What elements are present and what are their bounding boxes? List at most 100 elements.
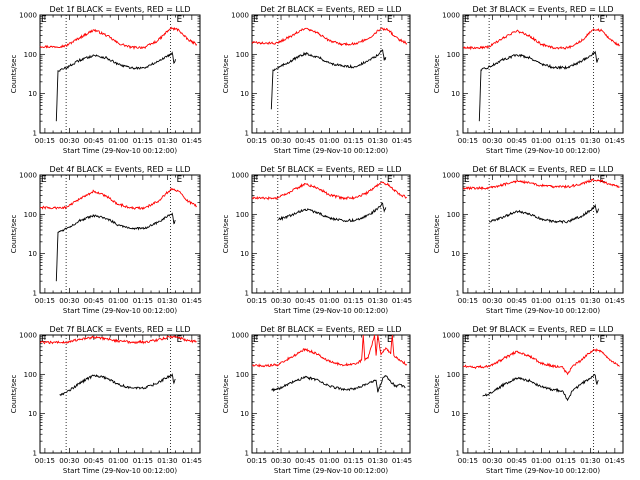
e-marker: E bbox=[600, 15, 606, 25]
y-tick-label: 1 bbox=[33, 290, 37, 298]
x-tick-label: 01:45 bbox=[605, 457, 625, 465]
x-tick-label: 01:00 bbox=[319, 137, 339, 145]
x-tick-label: 00:30 bbox=[482, 297, 502, 305]
x-tick-label: 01:00 bbox=[531, 457, 551, 465]
y-tick-label: 1000 bbox=[231, 332, 249, 340]
e-marker: E bbox=[41, 175, 47, 185]
panel-title: Det 1f BLACK = Events, RED = LLD bbox=[49, 5, 190, 14]
series-line-lld bbox=[40, 335, 197, 345]
panel-title: Det 9f BLACK = Events, RED = LLD bbox=[472, 325, 613, 334]
series-line-lld bbox=[462, 27, 620, 51]
y-tick-label: 100 bbox=[447, 371, 460, 379]
y-tick-label: 1 bbox=[245, 290, 249, 298]
x-tick-label: 00:15 bbox=[35, 137, 55, 145]
x-tick-label: 01:15 bbox=[133, 297, 153, 305]
x-tick-label: 00:45 bbox=[295, 137, 315, 145]
e-marker: E bbox=[387, 15, 393, 25]
series-line-lld bbox=[462, 178, 620, 191]
x-tick-label: 01:00 bbox=[531, 137, 551, 145]
plot-frame bbox=[462, 14, 624, 134]
x-tick-label: 01:00 bbox=[531, 297, 551, 305]
e-marker: E bbox=[464, 175, 470, 185]
x-tick-label: 01:30 bbox=[157, 137, 177, 145]
x-tick-label: 00:45 bbox=[84, 137, 104, 145]
y-tick-label: 1000 bbox=[442, 332, 460, 340]
x-tick-label: 01:30 bbox=[368, 457, 388, 465]
plot-frame bbox=[251, 174, 411, 294]
plot-frame bbox=[39, 174, 201, 294]
detector-panel-7: Det 7f BLACK = Events, RED = LLD 1 10 100 10… bbox=[10, 325, 202, 475]
series-line-events bbox=[59, 373, 176, 397]
y-tick-label: 100 bbox=[447, 211, 460, 219]
plot-frame bbox=[251, 14, 411, 134]
series-line-events bbox=[55, 212, 176, 282]
x-tick-label: 00:15 bbox=[35, 297, 55, 305]
y-tick-label: 10 bbox=[451, 90, 460, 98]
x-axis-label: Start Time (29-Nov-10 00:12:00) bbox=[274, 147, 388, 155]
panel-title: Det 8f BLACK = Events, RED = LLD bbox=[260, 325, 401, 334]
x-tick-label: 00:45 bbox=[507, 137, 527, 145]
y-axis-label: Counts/sec bbox=[10, 215, 18, 254]
detector-panel-6: Det 6f BLACK = Events, RED = LLD 1 10 100 10… bbox=[433, 165, 625, 315]
x-tick-label: 00:15 bbox=[458, 457, 478, 465]
x-tick-label: 00:45 bbox=[84, 297, 104, 305]
x-tick-label: 01:45 bbox=[392, 457, 412, 465]
y-axis-label: Counts/sec bbox=[433, 55, 441, 94]
y-tick-label: 10 bbox=[240, 250, 249, 258]
series-line-lld bbox=[251, 181, 408, 201]
y-tick-label: 1 bbox=[245, 450, 249, 458]
panel-title: Det 4f BLACK = Events, RED = LLD bbox=[49, 165, 190, 174]
y-axis-label: Counts/sec bbox=[10, 55, 18, 94]
y-tick-label: 1 bbox=[456, 290, 460, 298]
y-axis-label: Counts/sec bbox=[222, 55, 230, 94]
x-tick-label: 01:45 bbox=[392, 137, 412, 145]
x-axis-label: Start Time (29-Nov-10 00:12:00) bbox=[486, 147, 600, 155]
e-marker: E bbox=[41, 335, 47, 345]
y-tick-label: 1 bbox=[33, 130, 37, 138]
x-tick-label: 01:15 bbox=[343, 457, 363, 465]
e-marker: E bbox=[41, 15, 47, 25]
detector-panel-1: Det 1f BLACK = Events, RED = LLD 1 10 100 10… bbox=[10, 5, 202, 155]
e-marker: E bbox=[253, 15, 259, 25]
x-tick-label: 00:30 bbox=[482, 457, 502, 465]
y-tick-label: 10 bbox=[240, 90, 249, 98]
series-line-events bbox=[489, 203, 599, 225]
y-tick-label: 100 bbox=[236, 51, 249, 59]
y-tick-label: 1000 bbox=[19, 172, 37, 180]
x-tick-label: 01:00 bbox=[319, 297, 339, 305]
x-tick-label: 01:15 bbox=[133, 457, 153, 465]
x-axis-label: Start Time (29-Nov-10 00:12:00) bbox=[63, 307, 177, 315]
e-marker: E bbox=[387, 175, 393, 185]
x-tick-label: 00:30 bbox=[59, 137, 79, 145]
x-tick-label: 00:15 bbox=[247, 297, 267, 305]
e-marker: E bbox=[177, 335, 183, 345]
y-tick-label: 1000 bbox=[442, 12, 460, 20]
e-marker: E bbox=[600, 335, 606, 345]
x-tick-label: 01:45 bbox=[182, 297, 202, 305]
y-tick-label: 1 bbox=[456, 130, 460, 138]
series-line-lld bbox=[39, 26, 198, 50]
x-tick-label: 01:15 bbox=[556, 137, 576, 145]
y-tick-label: 100 bbox=[236, 371, 249, 379]
plot-frame bbox=[462, 174, 624, 294]
series-line-events bbox=[55, 51, 176, 122]
x-tick-label: 00:30 bbox=[271, 137, 291, 145]
x-axis-label: Start Time (29-Nov-10 00:12:00) bbox=[63, 147, 177, 155]
series-line-lld bbox=[251, 27, 408, 47]
panel-title: Det 3f BLACK = Events, RED = LLD bbox=[472, 5, 613, 14]
x-tick-label: 01:30 bbox=[368, 297, 388, 305]
x-tick-label: 00:30 bbox=[59, 457, 79, 465]
x-tick-label: 00:15 bbox=[458, 137, 478, 145]
series-line-events bbox=[271, 374, 406, 393]
detector-panel-8: Det 8f BLACK = Events, RED = LLD 1 10 100 10… bbox=[222, 325, 412, 475]
y-axis-label: Counts/sec bbox=[222, 375, 230, 414]
detector-panel-2: Det 2f BLACK = Events, RED = LLD 1 10 100 10… bbox=[222, 5, 412, 155]
x-tick-label: 01:30 bbox=[157, 297, 177, 305]
y-tick-label: 100 bbox=[236, 211, 249, 219]
plot-frame bbox=[462, 334, 624, 454]
series-line-events bbox=[482, 373, 599, 402]
x-tick-label: 01:15 bbox=[556, 297, 576, 305]
x-tick-label: 01:45 bbox=[605, 297, 625, 305]
y-tick-label: 1000 bbox=[19, 12, 37, 20]
